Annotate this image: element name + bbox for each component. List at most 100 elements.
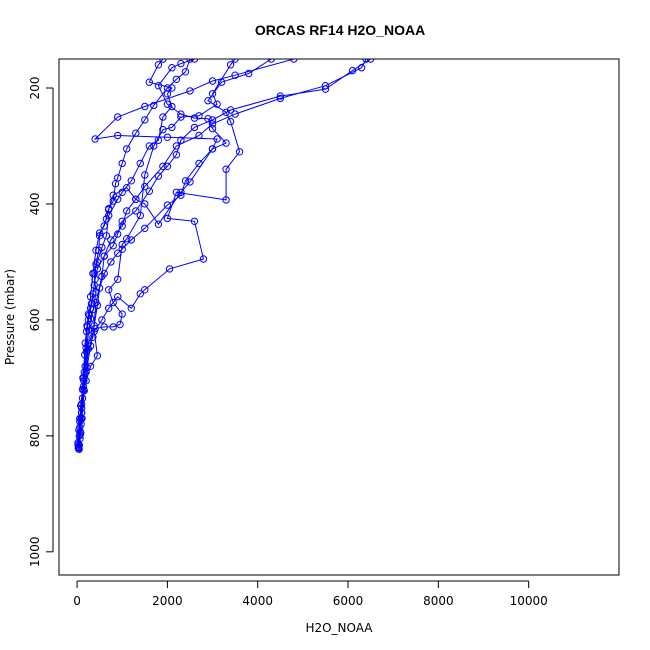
data-point [190,123,199,132]
data-point [141,182,149,191]
data-point [204,97,212,105]
data-point [95,284,104,292]
data-point [168,123,176,132]
data-point [76,431,84,439]
y-tick-label: 1000 [28,537,42,568]
data-point [127,177,136,185]
data-point [267,59,275,63]
data-point [91,275,99,283]
data-point [208,124,217,133]
data-point [208,145,217,153]
plot-frame [58,58,620,576]
data-point [177,110,185,118]
data-point [348,66,357,75]
data-point [75,445,83,453]
data-point [154,61,163,69]
data-point [222,139,230,147]
data-point [105,204,113,213]
data-point [145,187,154,195]
data-point [136,211,145,220]
data-point [226,117,235,126]
data-point [181,177,190,185]
data-point [208,120,217,128]
data-point [181,68,190,76]
data-point [93,265,102,273]
y-tick-label: 400 [28,192,42,215]
data-point [245,69,253,78]
plot-layer [74,59,375,453]
data-point [150,101,158,110]
data-point [123,235,131,243]
x-tick-label: 10000 [510,594,548,608]
data-point [77,409,86,417]
data-point [93,301,102,310]
y-tick-label: 200 [28,77,42,100]
data-point [168,102,176,111]
series-line [78,59,371,448]
data-point [95,232,104,240]
data-point [100,252,108,260]
data-point [163,162,172,171]
data-point [114,230,122,238]
data-point [95,246,103,255]
y-tick-label: 600 [28,308,42,331]
data-point [159,126,167,134]
data-point [199,255,208,263]
data-point [86,342,95,350]
data-point [141,200,149,208]
data-point [186,87,194,95]
data-point [89,290,97,298]
data-point [114,131,122,140]
data-point [80,386,89,395]
x-tick-label: 4000 [242,594,273,608]
data-point [114,275,122,283]
data-point [231,71,239,79]
series-line [78,59,294,450]
data-point [190,217,199,226]
data-point [165,265,174,273]
data-point [186,178,194,186]
data-point [86,304,95,312]
data-point [118,159,126,168]
data-point [141,102,149,111]
data-point [163,84,172,92]
data-point [222,165,230,173]
x-tick-label: 0 [73,594,81,608]
data-point [208,90,217,98]
data-point [109,242,117,250]
data-point [109,298,117,307]
data-point [85,311,94,319]
data-point [98,316,106,324]
data-point [123,145,131,153]
x-tick-label: 6000 [333,594,364,608]
x-axis-label: H2O_NOAA [305,621,373,635]
y-tick-label: 800 [28,424,42,447]
y-axis: 200 400 600 800 1000 [28,77,54,568]
data-point [141,171,149,179]
data-point [109,197,117,205]
data-point [91,135,99,143]
data-point [81,351,89,359]
data-point [76,423,84,431]
data-point [141,286,149,294]
series-line [77,59,191,443]
data-point [118,310,126,318]
data-point [132,195,140,204]
data-point [208,116,217,124]
data-point [132,207,140,215]
chart-title: ORCAS RF14 H2O_NOAA [255,22,425,38]
data-point [82,327,91,336]
data-point [114,293,122,301]
data-point [145,78,154,86]
data-point [177,191,185,199]
data-point [109,323,117,331]
data-point [154,172,163,180]
data-point [235,148,244,156]
data-point [172,75,181,84]
data-point [213,100,221,108]
data-point [163,214,172,223]
data-point [118,245,126,253]
data-point [222,108,230,117]
data-point [154,220,163,228]
